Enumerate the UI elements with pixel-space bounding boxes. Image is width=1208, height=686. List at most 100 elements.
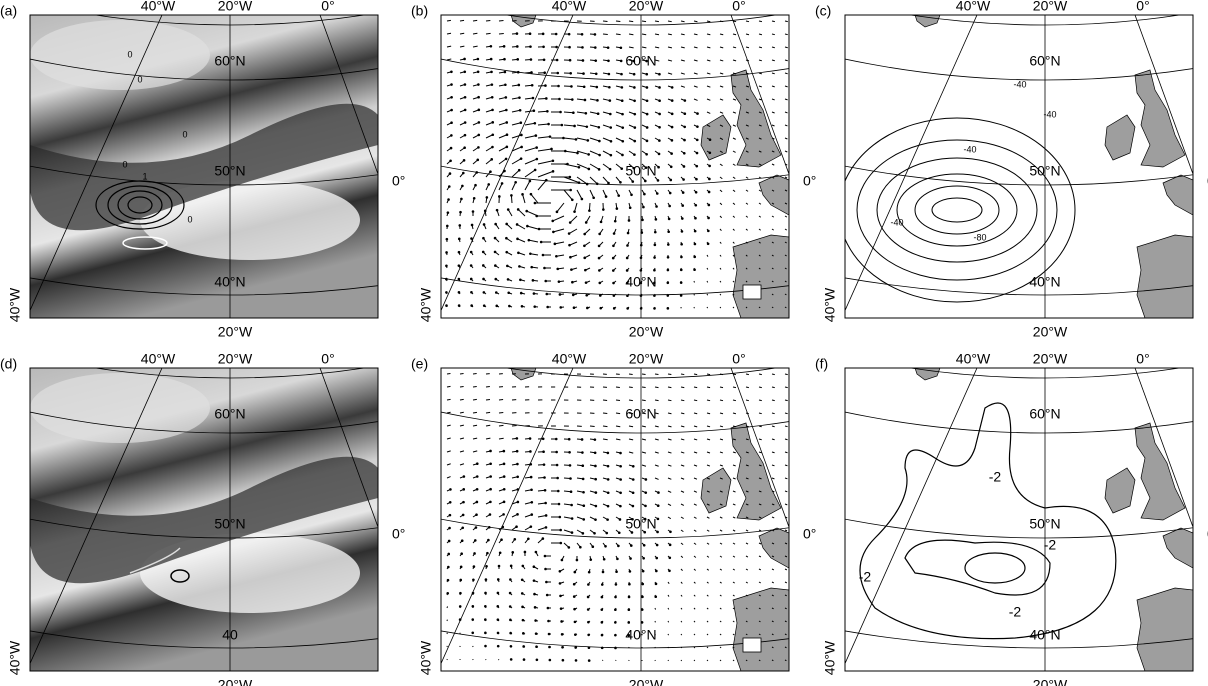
arrow-head [600, 221, 603, 224]
arrow-head [581, 464, 584, 467]
arrow-head [536, 658, 539, 661]
wind-arrow [590, 426, 595, 427]
grid-label: 60°N [1029, 53, 1060, 69]
arrow-head [595, 505, 598, 508]
arrow-head [633, 86, 636, 89]
arrow-head [629, 206, 632, 209]
arrow-head [505, 251, 508, 254]
arrow-head [459, 605, 462, 608]
arrow-head [680, 256, 683, 259]
wind-arrow [498, 659, 499, 660]
arrow-head [559, 111, 562, 114]
arrow-head [570, 268, 573, 271]
arrow-head [583, 233, 586, 236]
arrow-head [547, 123, 550, 126]
arrow-head [491, 83, 494, 86]
arrow-head [656, 192, 659, 195]
arrow-head [568, 244, 571, 247]
arrow-head [517, 488, 520, 491]
arrow-head [693, 268, 696, 271]
arrow-head [613, 232, 616, 235]
arrow-head [584, 269, 587, 272]
arrow-head [642, 206, 645, 209]
wind-arrow [694, 21, 697, 22]
arrow-head [459, 618, 462, 621]
arrow-head [568, 451, 571, 454]
arrow-head [527, 538, 530, 541]
arrow-head [535, 645, 538, 648]
grid-label: 60°N [625, 406, 656, 422]
arrow-head [464, 96, 467, 99]
wind-arrow [486, 412, 490, 413]
arrow-head [538, 228, 541, 231]
wind-arrow [655, 21, 659, 22]
arrow-head [478, 109, 481, 112]
contour-label: -2 [989, 469, 1002, 485]
arrow-head [529, 45, 532, 48]
wind-arrow [681, 647, 682, 648]
arrow-head [535, 146, 538, 149]
arrow-head [547, 620, 550, 623]
arrow-head [640, 269, 643, 272]
wind-arrow [486, 425, 490, 426]
grid-label: 20°W [218, 677, 253, 686]
contour-label: 0 [137, 74, 142, 84]
grid-label: 40 [222, 627, 238, 643]
arrow-head [628, 219, 631, 222]
arrow-head [582, 491, 585, 494]
wind-arrow [694, 387, 697, 388]
arrow-head [543, 463, 546, 466]
arrow-head [614, 621, 617, 624]
arrow-head [524, 551, 527, 554]
arrow-head [646, 113, 649, 116]
arrow-head [598, 126, 601, 129]
arrow-head [598, 140, 601, 143]
arrow-head [680, 294, 683, 297]
arrow-head [574, 633, 577, 636]
arrow-head [475, 526, 478, 529]
wind-arrow [642, 21, 646, 22]
arrow-head [617, 545, 620, 548]
arrow-head [470, 251, 473, 254]
arrow-head [520, 134, 523, 137]
arrow-head [504, 71, 507, 74]
arrow-head [556, 59, 559, 62]
contour-label: 0 [122, 159, 127, 169]
grid-label: 40°W [552, 0, 587, 14]
arrow-head [709, 152, 712, 155]
iberia [733, 235, 789, 318]
arrow-head [529, 32, 532, 35]
arrow-head [683, 152, 686, 155]
grid-label: 40°W [418, 287, 434, 322]
arrow-head [495, 291, 498, 294]
wind-arrow [694, 660, 695, 661]
arrow-head [530, 488, 533, 491]
arrow-head [491, 109, 494, 112]
arrow-head [450, 147, 453, 150]
wind-arrow [681, 387, 684, 388]
arrow-head [598, 257, 601, 260]
wind-arrow [681, 400, 684, 401]
panel-label: (f) [815, 356, 828, 372]
arrow-head [449, 501, 452, 504]
arrow-head [575, 659, 578, 662]
arrow-head [666, 294, 669, 297]
arrow-head [509, 592, 512, 595]
arrow-head [603, 558, 606, 561]
wind-arrow [642, 400, 646, 401]
arrow-head [477, 146, 480, 149]
arrow-head [605, 532, 608, 535]
arrow-head [576, 559, 579, 562]
wind-arrow [694, 647, 695, 648]
arrow-head [583, 504, 586, 507]
arrow-head [613, 307, 616, 310]
arrow-head [546, 594, 549, 597]
arrow-head [490, 158, 493, 161]
arrow-head [572, 294, 575, 297]
arrow-head [596, 182, 599, 185]
arrow-head [598, 245, 601, 248]
arrow-head [491, 121, 494, 124]
wind-arrow [707, 660, 708, 661]
arrow-head [519, 278, 522, 281]
arrow-head [609, 113, 612, 116]
